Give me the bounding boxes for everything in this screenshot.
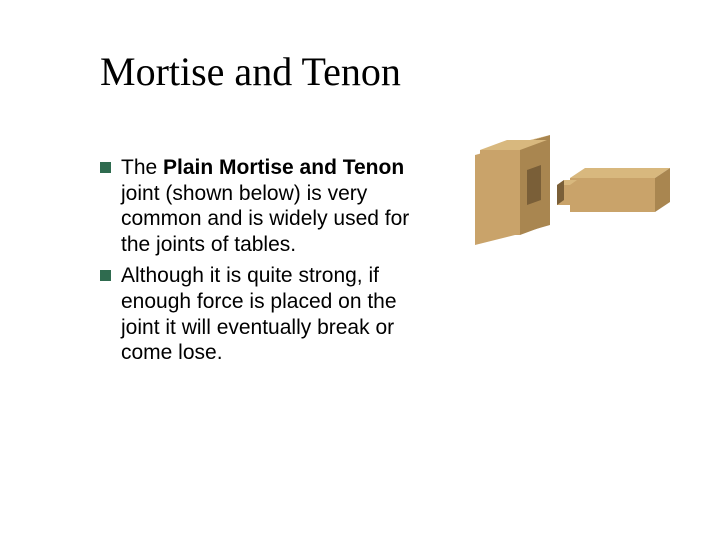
bullet-text: Although it is quite strong, if enough f… — [121, 263, 435, 365]
square-bullet-icon — [100, 162, 111, 173]
slide-title: Mortise and Tenon — [100, 48, 401, 95]
mortise-tenon-illustration — [455, 130, 675, 250]
list-item: The Plain Mortise and Tenon joint (shown… — [100, 155, 435, 257]
list-item: Although it is quite strong, if enough f… — [100, 263, 435, 365]
bullet-prefix: The — [121, 156, 163, 179]
square-bullet-icon — [100, 270, 111, 281]
bullet-rest: Although it is quite strong, if enough f… — [121, 264, 397, 364]
bullet-rest: joint (shown below) is very common and i… — [121, 182, 409, 256]
bullet-list: The Plain Mortise and Tenon joint (shown… — [100, 155, 435, 372]
bullet-text: The Plain Mortise and Tenon joint (shown… — [121, 155, 435, 257]
bullet-bold: Plain Mortise and Tenon — [163, 156, 404, 179]
slide: Mortise and Tenon The Plain Mortise and … — [0, 0, 720, 540]
